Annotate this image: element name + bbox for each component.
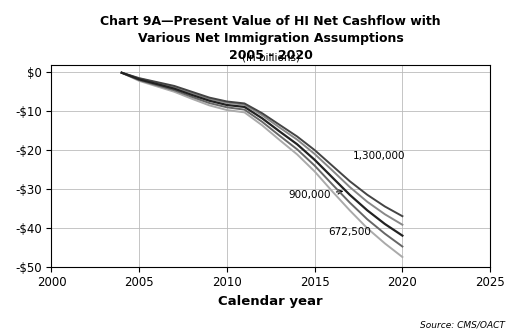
Text: 672,500: 672,500 <box>329 227 372 237</box>
X-axis label: Calendar year: Calendar year <box>218 295 323 308</box>
Text: (In billions): (In billions) <box>242 53 300 63</box>
Text: 1,300,000: 1,300,000 <box>353 151 406 161</box>
Text: 900,000: 900,000 <box>289 189 342 200</box>
Title: Chart 9A—Present Value of HI Net Cashflow with
Various Net Immigration Assumptio: Chart 9A—Present Value of HI Net Cashflo… <box>100 15 441 62</box>
Text: Source: CMS/OACT: Source: CMS/OACT <box>420 321 504 330</box>
